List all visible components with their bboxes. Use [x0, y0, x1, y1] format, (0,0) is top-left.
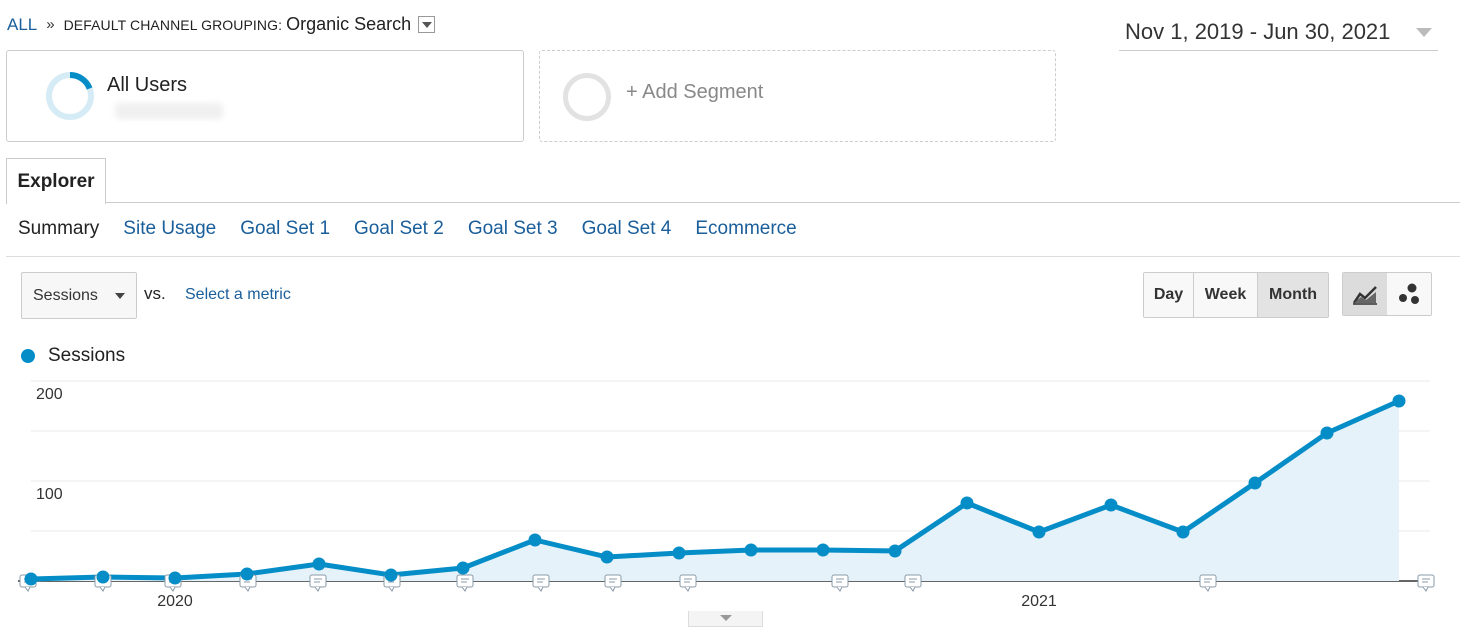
channel-grouping-value: Organic Search: [286, 14, 412, 34]
explorer-subtabs: Summary Site Usage Goal Set 1 Goal Set 2…: [18, 218, 821, 240]
data-point: [600, 550, 614, 564]
chart-line: [30, 398, 1401, 582]
subtab-summary[interactable]: Summary: [18, 218, 100, 239]
channel-dropdown-icon[interactable]: [418, 16, 436, 33]
segment-all-users[interactable]: All Users: [6, 50, 524, 142]
granularity-day-button[interactable]: Day: [1144, 273, 1194, 317]
data-point: [1032, 525, 1046, 539]
data-point: [96, 570, 110, 584]
motion-chart-icon[interactable]: [1387, 273, 1431, 315]
data-point: [168, 571, 182, 585]
annotation-marker-icon: [831, 574, 849, 592]
data-point: [744, 543, 758, 557]
tab-explorer[interactable]: Explorer: [6, 158, 106, 204]
x-tick-label: 2020: [157, 593, 193, 610]
chart-legend: Sessions: [21, 345, 125, 367]
data-point: [456, 561, 470, 575]
subtab-site-usage[interactable]: Site Usage: [123, 218, 217, 239]
y-tick-label: 200: [36, 386, 63, 403]
channel-grouping-label: DEFAULT CHANNEL GROUPING:: [63, 16, 283, 33]
primary-metric-select[interactable]: Sessions: [21, 272, 137, 319]
annotation-marker-icon: [679, 574, 697, 592]
select-metric-link[interactable]: Select a metric: [185, 286, 291, 303]
vs-label: vs.: [144, 284, 166, 303]
data-point: [960, 496, 974, 510]
subtab-goal-set-2[interactable]: Goal Set 2: [354, 218, 444, 239]
data-point: [1176, 525, 1190, 539]
chart-type-toggle: [1342, 272, 1432, 316]
data-point: [672, 546, 686, 560]
data-point: [1320, 426, 1334, 440]
granularity-toggle: Day Week Month: [1143, 272, 1329, 318]
empty-segment-ring-icon: [563, 73, 611, 121]
data-point: [528, 533, 542, 547]
data-point: [1392, 394, 1406, 408]
granularity-month-button[interactable]: Month: [1258, 273, 1328, 317]
sessions-line: [30, 398, 1401, 582]
data-point: [888, 544, 902, 558]
subtab-ecommerce[interactable]: Ecommerce: [695, 218, 797, 239]
tab-divider: [6, 202, 1460, 203]
breadcrumb-all-link[interactable]: ALL: [7, 14, 38, 34]
chevron-down-icon: [115, 293, 125, 299]
legend-dot-icon: [21, 349, 35, 363]
add-segment-button[interactable]: + Add Segment: [539, 50, 1056, 142]
date-range-text: Nov 1, 2019 - Jun 30, 2021: [1125, 19, 1391, 44]
segment-name: All Users: [107, 74, 188, 96]
sessions-chart: 200 100 2020 2021: [18, 380, 1435, 610]
sessions-area: [31, 401, 1399, 581]
segment-ring-icon: [46, 72, 94, 120]
primary-metric-label: Sessions: [33, 287, 98, 304]
add-segment-label: + Add Segment: [626, 81, 764, 103]
y-tick-label: 100: [36, 486, 63, 503]
data-point: [24, 572, 38, 586]
annotation-marker-icon: [309, 574, 327, 592]
annotation-marker-icon: [532, 574, 550, 592]
annotation-marker-icon: [1417, 574, 1435, 592]
breadcrumb: ALL » DEFAULT CHANNEL GROUPING: Organic …: [7, 14, 436, 35]
segment-percentage-redacted: [115, 103, 223, 119]
annotation-marker-icon: [904, 574, 922, 592]
annotation-marker-icon: [604, 574, 622, 592]
date-range-picker[interactable]: Nov 1, 2019 - Jun 30, 2021: [1119, 14, 1438, 51]
data-point: [240, 567, 254, 581]
legend-sessions-label: Sessions: [48, 345, 126, 366]
annotation-marker-icon: [456, 574, 474, 592]
subtab-goal-set-1[interactable]: Goal Set 1: [240, 218, 331, 239]
data-point: [816, 543, 830, 557]
annotation-marker-icon: [1199, 574, 1217, 592]
data-point: [1248, 476, 1262, 490]
data-point: [1104, 498, 1118, 512]
subtab-goal-set-3[interactable]: Goal Set 3: [467, 218, 558, 239]
subtab-goal-set-4[interactable]: Goal Set 4: [581, 218, 672, 239]
x-tick-label: 2021: [1021, 593, 1057, 610]
granularity-week-button[interactable]: Week: [1194, 273, 1258, 317]
chart-points: [24, 394, 1406, 586]
chart-area: [31, 401, 1399, 581]
annotation-expander-icon[interactable]: [688, 611, 763, 627]
line-chart-icon[interactable]: [1343, 273, 1387, 315]
breadcrumb-separator: »: [46, 16, 55, 33]
chevron-down-icon: [1416, 28, 1432, 37]
subtab-divider: [6, 256, 1460, 257]
data-point: [384, 568, 398, 582]
chart-labels: 200 100 2020 2021: [36, 386, 1057, 610]
data-point: [312, 557, 326, 571]
